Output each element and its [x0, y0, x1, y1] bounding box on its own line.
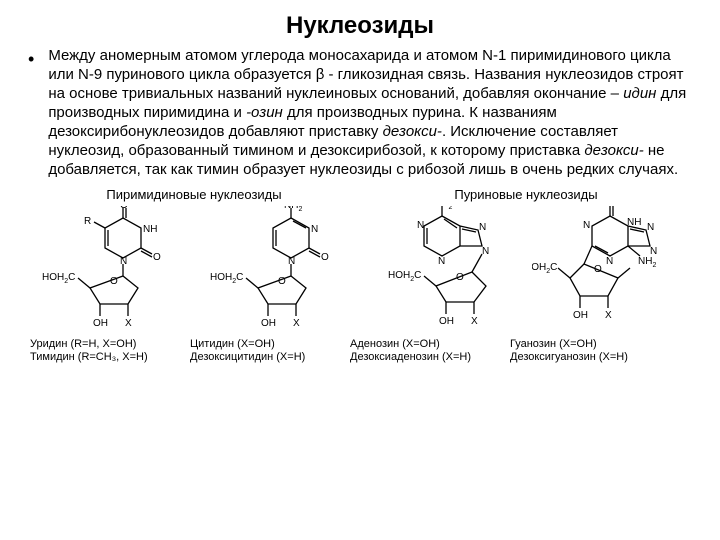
label-HOH2C-3: HOH2C — [388, 270, 421, 283]
label-OH-1: OH — [93, 318, 108, 329]
caption-uridine: Уридин (R=H, X=OH) — [30, 338, 186, 351]
caption-adenosine: Аденозин (X=OH) — [350, 338, 506, 351]
label-N9-ade: N — [482, 246, 489, 257]
pyrimidine-title: Пиримидиновые нуклеозиды — [28, 187, 360, 202]
label-OH-4: OH — [573, 310, 588, 321]
label-O2-cyt: O — [321, 252, 329, 263]
main-paragraph: Между аномерным атомом углерода моносаха… — [48, 46, 692, 179]
structure-cytidine: NH2 N O N O HOH2C OH X — [196, 206, 356, 336]
caption-guanosine: Гуанозин (X=OH) — [510, 338, 666, 351]
captions-row: Уридин (R=H, X=OH) Тимидин (R=CH₃, X=H) … — [28, 338, 692, 364]
svg-uridine: O NH O R N O HOH2C — [28, 206, 188, 336]
label-NH1-gua: NH — [627, 217, 641, 228]
label-X-2: X — [293, 318, 300, 329]
label-X-3: X — [471, 316, 478, 327]
caption-thymidine: Тимидин (R=CH₃, X=H) — [30, 351, 186, 364]
structure-adenosine: NH2 N N N N O HOH2C OH X — [364, 206, 524, 336]
caption-deoxycytidine: Дезоксицитидин (X=H) — [190, 351, 346, 364]
label-HOH2C-2: HOH2C — [210, 272, 243, 285]
label-O-ring-gua: O — [594, 264, 602, 275]
label-HOH2C-4: HOH2C — [532, 262, 557, 275]
diagram-area: Пиримидиновые нуклеозиды Пуриновые нукле… — [28, 187, 692, 364]
svg-adenosine: NH2 N N N N O HOH2C OH X — [364, 206, 524, 336]
label-N7-ade: N — [479, 222, 486, 233]
caption-deoxyadenosine: Дезоксиаденозин (X=H) — [350, 351, 506, 364]
label-O: O — [120, 206, 128, 211]
label-O-ring-cyt: O — [278, 276, 286, 287]
label-X-4: X — [605, 310, 612, 321]
label-N1-ade: N — [417, 220, 424, 231]
label-NH2-cyt: NH2 — [284, 206, 302, 213]
label-NH2-ade: NH2 — [434, 206, 452, 211]
label-O-ring: O — [110, 276, 118, 287]
label-N3-ade: N — [438, 256, 445, 267]
caption-cytidine: Цитидин (X=OH) — [190, 338, 346, 351]
label-R: R — [84, 216, 91, 227]
label-OH-3: OH — [439, 316, 454, 327]
svg-guanosine: O N NH N N N NH2 O HOH2C — [532, 206, 692, 336]
bulleted-paragraph: • Между аномерным атомом углерода моноса… — [28, 46, 692, 179]
page-title: Нуклеозиды — [28, 12, 692, 40]
group-titles: Пиримидиновые нуклеозиды Пуриновые нукле… — [28, 187, 692, 202]
label-NH: NH — [143, 224, 157, 235]
label-N1-gua: N — [583, 220, 590, 231]
caption-deoxyguanosine: Дезоксигуанозин (X=H) — [510, 351, 666, 364]
label-OH-2: OH — [261, 318, 276, 329]
label-NH2-gua: NH2 — [638, 256, 656, 269]
svg-cytidine: NH2 N O N O HOH2C OH X — [196, 206, 356, 336]
label-N3-gua: N — [606, 256, 613, 267]
label-O2: O — [153, 252, 161, 263]
label-O6-gua: O — [607, 206, 615, 209]
label-N3-cyt: N — [311, 224, 318, 235]
chem-structures-row: O NH O R N O HOH2C — [28, 206, 692, 336]
label-N7-gua: N — [647, 222, 654, 233]
structure-uridine: O NH O R N O HOH2C — [28, 206, 188, 336]
label-X-1: X — [125, 318, 132, 329]
label-HOH2C-1: HOH2C — [42, 272, 75, 285]
bullet-dot: • — [28, 48, 34, 70]
purine-title: Пуриновые нуклеозиды — [360, 187, 692, 202]
structure-guanosine: O N NH N N N NH2 O HOH2C — [532, 206, 692, 336]
label-O-ring-ade: O — [456, 272, 464, 283]
